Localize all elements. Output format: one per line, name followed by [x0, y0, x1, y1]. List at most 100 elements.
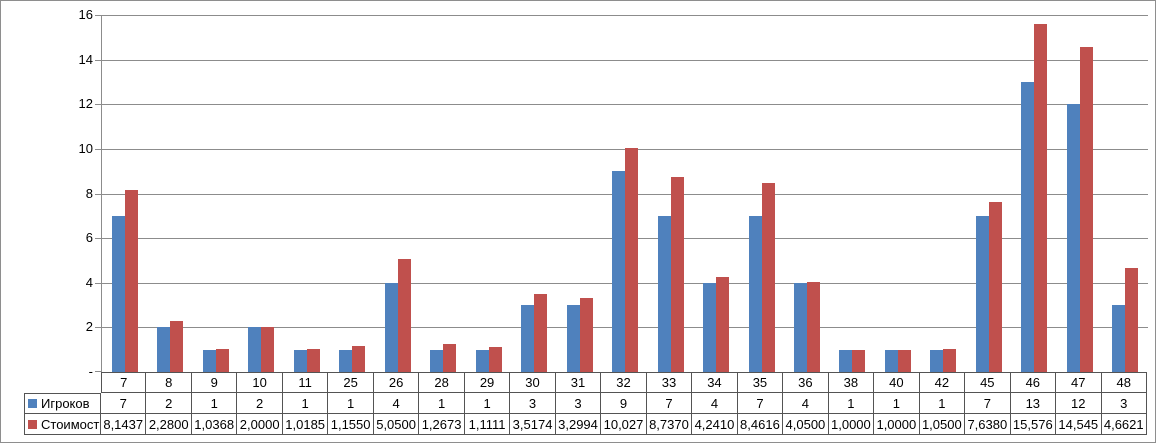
bar-group-8 — [147, 15, 192, 372]
bar-players-7[interactable] — [111, 215, 125, 372]
table-value-cell: 5,0500 — [373, 414, 420, 435]
bar-cost-29[interactable] — [488, 347, 502, 372]
bar-players-10[interactable] — [248, 327, 262, 372]
bar-cost-34[interactable] — [716, 277, 730, 372]
table-header-cell: 28 — [419, 372, 465, 393]
legend-swatch-icon — [28, 419, 37, 429]
y-axis-label: 8 — [85, 185, 93, 201]
bar-group-48 — [1103, 15, 1148, 372]
bar-cost-33[interactable] — [670, 177, 684, 372]
bar-players-45[interactable] — [975, 215, 989, 372]
bar-group-36 — [784, 15, 829, 372]
gridline — [102, 15, 1148, 16]
bar-cost-47[interactable] — [1079, 47, 1093, 372]
data-table: 7 8 9 10 11 25 26 28 29 30 31 32 33 34 35 36 38 40 42 45 46 4… — [24, 372, 1147, 435]
bar-cost-36[interactable] — [807, 281, 820, 372]
bar-players-8[interactable] — [157, 327, 171, 372]
table-header-cell: 40 — [874, 372, 920, 393]
bar-group-34 — [693, 15, 738, 372]
bar-players-25[interactable] — [339, 349, 353, 372]
table-value-cell: 1 — [464, 393, 511, 414]
bar-cost-9[interactable] — [215, 348, 229, 372]
bar-cost-28[interactable] — [443, 343, 457, 372]
table-value-cell: 1 — [828, 393, 875, 414]
bar-cost-7[interactable] — [124, 190, 138, 372]
table-header-cell: 8 — [146, 372, 192, 393]
legend-cell: Стоимость — [24, 414, 101, 435]
bar-players-47[interactable] — [1066, 104, 1080, 372]
y-axis-tick — [95, 59, 102, 61]
bar-group-30 — [511, 15, 556, 372]
gridline — [102, 104, 1148, 106]
table-header-cell: 34 — [692, 372, 738, 393]
bar-cost-30[interactable] — [534, 293, 548, 372]
bar-cost-38[interactable] — [852, 349, 866, 372]
y-axis-tick — [95, 104, 102, 106]
bar-players-40[interactable] — [884, 349, 898, 372]
bar-players-33[interactable] — [657, 215, 671, 372]
table-value-cell: 8,4616 — [737, 414, 784, 435]
table-value-cell: 1 — [419, 393, 465, 414]
bar-cost-11[interactable] — [306, 349, 320, 372]
bar-players-46[interactable] — [1021, 81, 1035, 372]
bar-players-31[interactable] — [566, 305, 580, 372]
table-value-cell: 10,027 — [601, 414, 647, 435]
table-value-cell: 1 — [328, 393, 374, 414]
bar-cost-31[interactable] — [579, 298, 593, 372]
bar-cost-35[interactable] — [761, 183, 775, 372]
bar-players-29[interactable] — [475, 349, 489, 372]
bar-cost-42[interactable] — [943, 348, 957, 372]
table-value-cell: 1,1111 — [464, 414, 511, 435]
y-axis-label: 6 — [85, 230, 93, 246]
y-axis-label: 14 — [78, 51, 93, 67]
bar-cost-48[interactable] — [1125, 267, 1139, 372]
bar-cost-25[interactable] — [352, 346, 366, 372]
gridline — [102, 59, 1148, 61]
bar-players-28[interactable] — [430, 349, 444, 372]
bar-group-9 — [193, 15, 238, 372]
bar-players-30[interactable] — [521, 305, 535, 372]
bar-players-32[interactable] — [612, 171, 626, 372]
gridline — [102, 148, 1148, 150]
table-value-cell: 1 — [191, 393, 238, 414]
bar-cost-8[interactable] — [170, 321, 184, 372]
bar-group-7 — [102, 15, 147, 372]
bar-cost-46[interactable] — [1034, 24, 1048, 372]
bar-players-42[interactable] — [930, 349, 944, 372]
y-axis-tick — [95, 15, 102, 16]
bar-players-9[interactable] — [202, 349, 216, 372]
bar-group-11 — [284, 15, 329, 372]
table-header-cell: 38 — [828, 372, 875, 393]
bar-players-38[interactable] — [839, 349, 853, 372]
bar-players-26[interactable] — [384, 282, 398, 372]
table-value-cell: 7 — [737, 393, 784, 414]
table-value-cell: 1,0000 — [828, 414, 875, 435]
bar-cost-40[interactable] — [897, 349, 911, 372]
table-value-cell: 4 — [783, 393, 829, 414]
table-value-cell: 8,1437 — [101, 414, 147, 435]
table-header-cell: 31 — [555, 372, 602, 393]
table-value-cell: 2,2800 — [146, 414, 192, 435]
table-header-cell: 30 — [510, 372, 556, 393]
bar-cost-45[interactable] — [988, 201, 1002, 372]
bar-cost-32[interactable] — [625, 148, 639, 372]
bar-players-11[interactable] — [293, 349, 307, 372]
bar-players-48[interactable] — [1112, 305, 1126, 372]
table-value-cell: 9 — [601, 393, 647, 414]
y-axis-label: - — [88, 364, 93, 379]
bar-players-34[interactable] — [703, 282, 717, 372]
bar-players-35[interactable] — [748, 215, 762, 372]
table-value-cell: 14,545 — [1056, 414, 1102, 435]
bar-group-10 — [238, 15, 283, 372]
bar-group-35 — [739, 15, 784, 372]
table-value-cell: 7,6380 — [965, 414, 1011, 435]
y-axis-tick — [95, 282, 102, 284]
y-axis-tick — [95, 238, 102, 240]
bar-cost-10[interactable] — [261, 327, 275, 372]
bar-cost-26[interactable] — [397, 259, 411, 372]
table-value-cell: 8,7370 — [646, 414, 693, 435]
table-header-cell: 36 — [783, 372, 829, 393]
table-header-cell: 42 — [919, 372, 966, 393]
bar-players-36[interactable] — [794, 282, 807, 372]
